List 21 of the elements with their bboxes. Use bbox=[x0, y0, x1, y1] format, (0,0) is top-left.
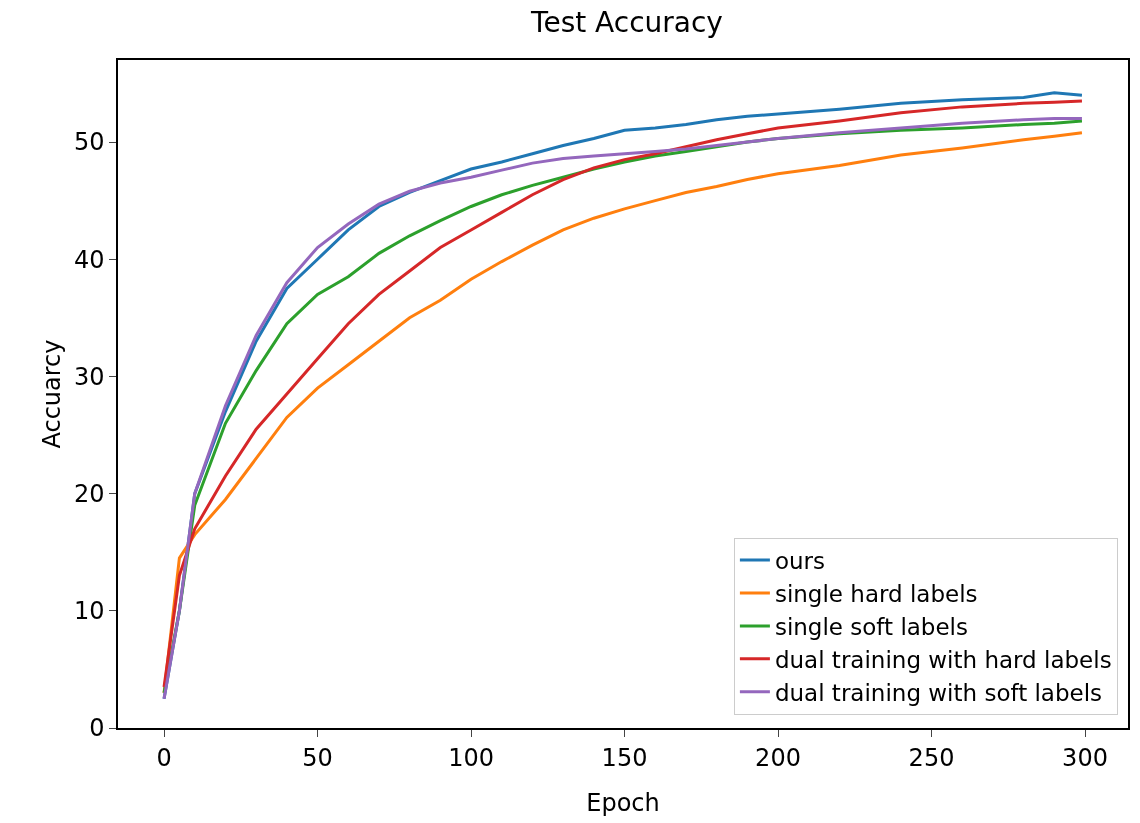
y-tick-label: 40 bbox=[73, 245, 105, 274]
y-tick-label: 10 bbox=[73, 597, 105, 626]
y-tick-label: 50 bbox=[73, 128, 105, 157]
x-tick-label: 200 bbox=[755, 743, 801, 772]
y-tick-label: 0 bbox=[89, 714, 105, 743]
legend-label: single soft labels bbox=[774, 613, 968, 640]
legend-label: ours bbox=[774, 548, 825, 575]
x-tick-label: 100 bbox=[448, 743, 494, 772]
legend-label: dual training with soft labels bbox=[774, 679, 1103, 706]
x-tick-label: 50 bbox=[302, 743, 333, 772]
x-tick-label: 0 bbox=[156, 743, 172, 772]
chart-title: Test Accuracy bbox=[530, 5, 723, 39]
legend-label: single hard labels bbox=[774, 580, 978, 607]
x-tick-label: 300 bbox=[1062, 743, 1108, 772]
x-axis-title: Epoch bbox=[586, 788, 660, 817]
y-tick-label: 30 bbox=[73, 362, 105, 391]
x-tick-label: 150 bbox=[601, 743, 648, 772]
legend-label: dual training with hard labels bbox=[774, 646, 1112, 673]
x-tick-label: 250 bbox=[908, 743, 955, 772]
y-tick-label: 20 bbox=[73, 480, 105, 509]
y-axis-title: Accuarcy bbox=[37, 339, 66, 449]
